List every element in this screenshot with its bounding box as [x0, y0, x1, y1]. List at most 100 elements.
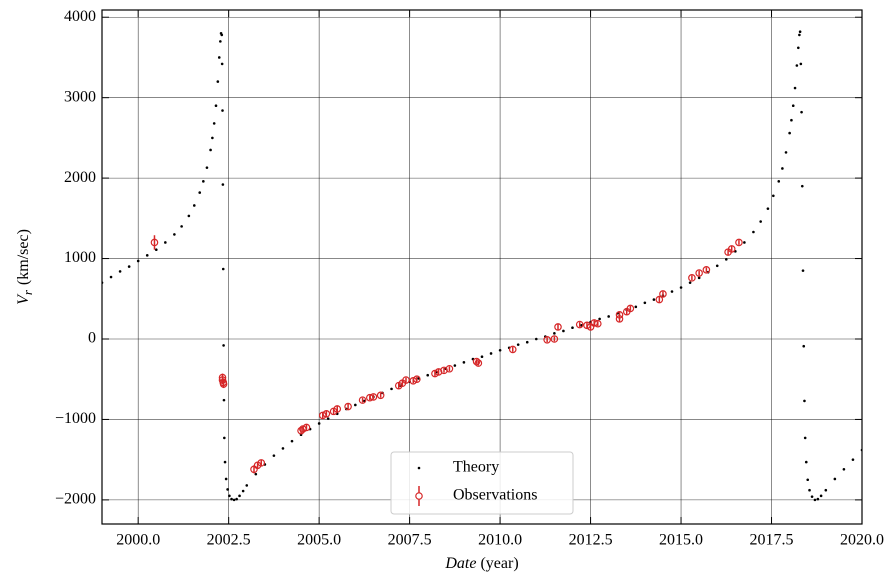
theory-point: [326, 417, 330, 420]
theory-point: [772, 194, 775, 198]
observation-point: [474, 359, 483, 367]
theory-point: [136, 259, 140, 263]
theory-point: [462, 361, 466, 364]
theory-point: [842, 468, 846, 471]
theory-point: [571, 326, 574, 330]
theory-point: [192, 204, 196, 207]
x-tick-label: 2002.5: [207, 532, 251, 549]
y-tick-label: 4000: [64, 8, 96, 25]
theory-point: [766, 207, 770, 210]
observation-point: [150, 238, 159, 247]
x-tick-label: 2007.5: [388, 532, 432, 549]
theory-point: [525, 340, 529, 344]
theory-point: [127, 265, 131, 268]
y-tick-label: −1000: [55, 410, 96, 427]
y-label-subscript: r: [20, 289, 35, 295]
theory-point: [245, 484, 249, 487]
theory-point: [219, 40, 222, 43]
theory-point: [154, 248, 158, 252]
y-label-rest: (km/sec): [15, 229, 32, 285]
theory-point: [498, 348, 502, 352]
theory-point: [221, 109, 224, 112]
theory-point: [833, 477, 837, 481]
observation-point: [344, 402, 352, 411]
observation-point: [402, 376, 410, 384]
observation-point: [550, 335, 559, 343]
observation-point: [445, 364, 454, 373]
theory-point: [205, 166, 209, 169]
x-tick-label: 2010.0: [478, 532, 522, 549]
theory-point: [643, 301, 647, 305]
theory-point: [254, 472, 258, 476]
theory-point: [223, 460, 227, 464]
theory-point: [216, 80, 220, 83]
x-tick-label: 2020.0: [840, 532, 884, 549]
theory-point: [819, 494, 823, 498]
theory-point: [209, 148, 212, 152]
observation-point: [659, 290, 667, 298]
theory-point: [697, 276, 701, 280]
theory-point: [235, 497, 238, 501]
y-tick-label: 3000: [64, 88, 96, 105]
theory-point: [752, 230, 755, 234]
theory-point: [803, 436, 807, 440]
theory-point: [724, 258, 728, 261]
theory-point: [228, 494, 231, 498]
theory-point: [788, 131, 791, 135]
theory-point: [851, 458, 855, 461]
observation-point: [615, 315, 624, 323]
y-tick-label: 1000: [64, 249, 96, 266]
x-tick-label: 2005.0: [297, 532, 341, 549]
theory-point: [804, 460, 808, 464]
observation-point: [727, 245, 736, 253]
theory-point: [198, 191, 202, 194]
theory-point: [354, 403, 357, 407]
theory-point: [222, 344, 225, 347]
x-tick-label: 2012.5: [569, 532, 613, 549]
theory-point: [426, 373, 430, 377]
theory-point: [679, 286, 683, 289]
x-axis-label: Date (year): [444, 555, 518, 572]
observation-point: [369, 393, 378, 401]
observation-point: [575, 320, 584, 329]
theory-point: [810, 495, 814, 498]
y-tick-label: 0: [88, 330, 96, 347]
theory-point: [480, 355, 484, 358]
theory-point: [799, 62, 803, 66]
observation-point: [472, 357, 481, 366]
theory-point: [798, 33, 801, 37]
theory-point: [607, 315, 610, 318]
theory-point: [164, 241, 167, 244]
theory-point: [797, 46, 800, 50]
plot-frame: [101, 9, 863, 525]
theory-point: [238, 494, 241, 498]
theory-point: [670, 290, 674, 293]
observation-point: [302, 423, 311, 432]
theory-point: [217, 56, 221, 59]
y-axis-label: Vr (km/sec): [15, 229, 35, 305]
observation-point: [413, 375, 421, 384]
theory-point: [221, 183, 225, 186]
theory-point: [784, 151, 788, 154]
theory-point: [808, 488, 811, 492]
theory-point: [798, 30, 802, 34]
plot-marks: [102, 30, 862, 502]
observation-point: [554, 323, 562, 331]
theory-point: [813, 498, 817, 502]
x-tick-label: 2017.5: [750, 532, 794, 549]
legend-label: Observations: [453, 487, 537, 504]
legend-box: [390, 451, 574, 515]
theory-point: [534, 337, 538, 341]
theory-point: [290, 439, 294, 443]
theory-point: [211, 136, 214, 140]
theory-point: [212, 122, 216, 125]
theory-point: [516, 343, 520, 346]
theory-point: [118, 270, 122, 273]
theory-point: [816, 497, 820, 501]
theory-point: [221, 267, 225, 271]
theory-point: [791, 104, 795, 108]
observation-point: [297, 426, 305, 435]
legend-marker: [417, 466, 421, 470]
theory-point: [232, 498, 236, 502]
